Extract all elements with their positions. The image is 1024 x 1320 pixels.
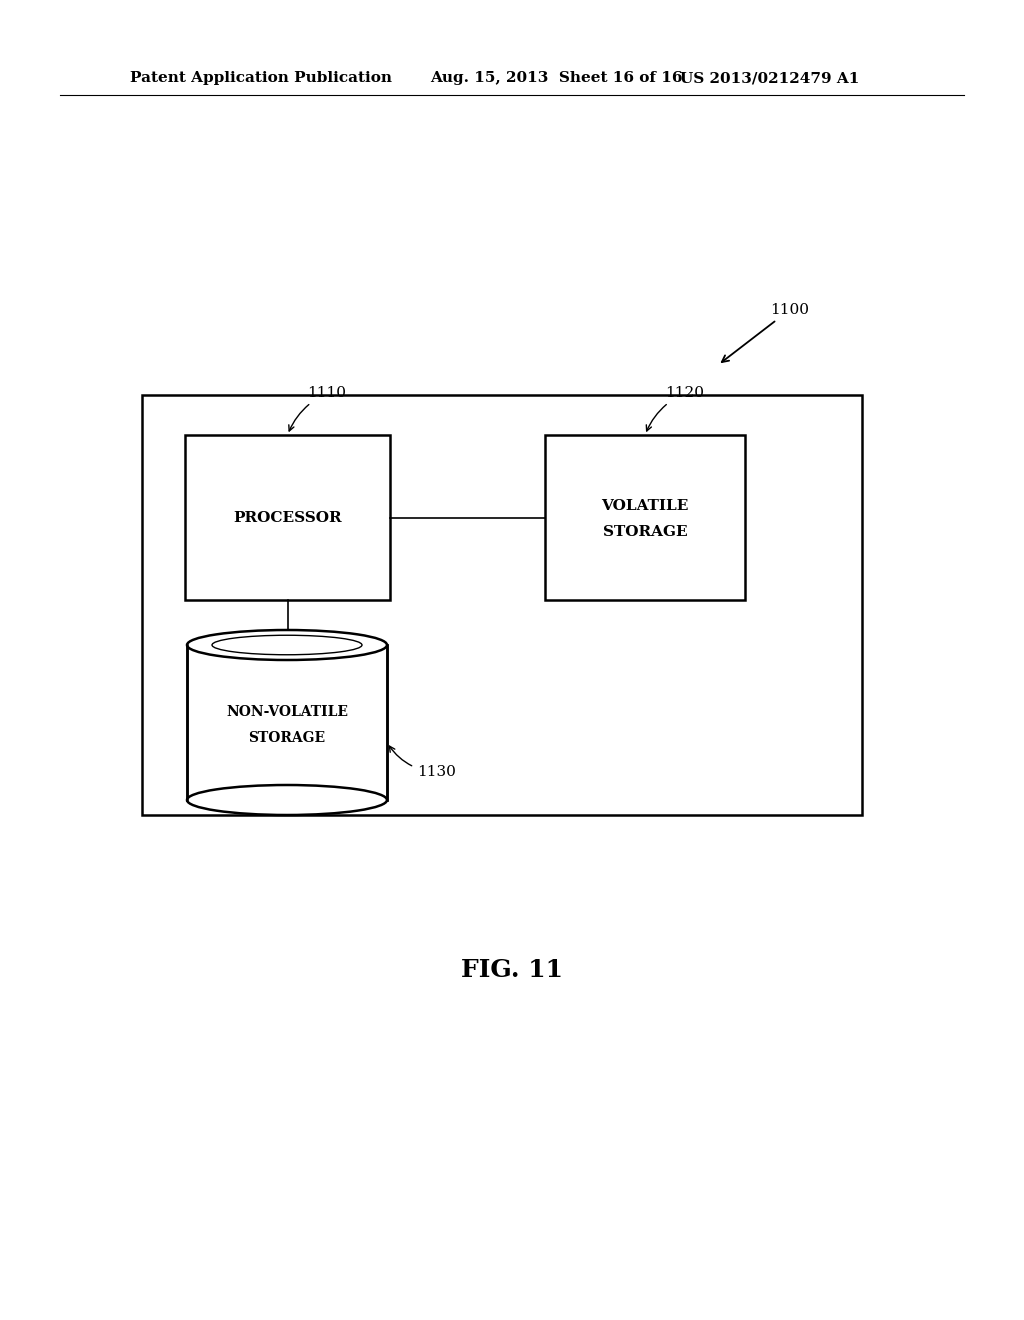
Text: FIG. 11: FIG. 11 bbox=[461, 958, 563, 982]
Bar bbox=[142, 395, 862, 814]
Bar bbox=[545, 436, 745, 601]
Text: Aug. 15, 2013  Sheet 16 of 16: Aug. 15, 2013 Sheet 16 of 16 bbox=[430, 71, 683, 84]
Ellipse shape bbox=[187, 785, 387, 814]
Text: US 2013/0212479 A1: US 2013/0212479 A1 bbox=[680, 71, 859, 84]
Text: 1100: 1100 bbox=[722, 304, 809, 362]
Text: 1110: 1110 bbox=[289, 385, 346, 432]
Text: STORAGE: STORAGE bbox=[249, 731, 326, 746]
Text: PROCESSOR: PROCESSOR bbox=[233, 511, 342, 524]
Bar bbox=[185, 436, 390, 601]
Text: 1120: 1120 bbox=[646, 385, 705, 432]
Text: Patent Application Publication: Patent Application Publication bbox=[130, 71, 392, 84]
Text: 1130: 1130 bbox=[389, 746, 456, 780]
Ellipse shape bbox=[187, 630, 387, 660]
Text: STORAGE: STORAGE bbox=[603, 525, 687, 540]
Text: NON-VOLATILE: NON-VOLATILE bbox=[226, 705, 348, 719]
Text: VOLATILE: VOLATILE bbox=[601, 499, 689, 512]
